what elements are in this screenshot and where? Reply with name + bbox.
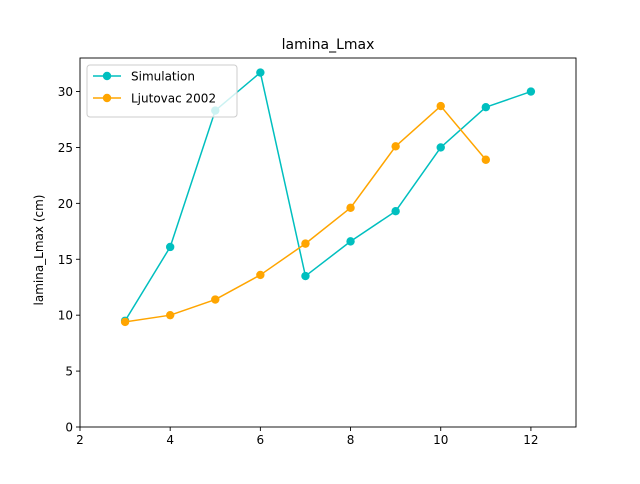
y-tick-label: 25 [58, 141, 73, 155]
data-point-series-2 [391, 142, 400, 151]
data-point-series-2 [165, 310, 175, 320]
y-tick-label: 5 [65, 365, 73, 379]
series-line-1 [124, 71, 532, 322]
data-point-series-2 [346, 203, 355, 213]
y-tick-label: 30 [58, 85, 73, 99]
axes-frame [79, 57, 577, 428]
x-tick-label: 12 [523, 433, 538, 447]
y-tick-label: 20 [58, 197, 73, 211]
data-point-series-1 [481, 103, 491, 112]
data-point-series-2 [436, 101, 445, 111]
x-tick-label: 8 [347, 433, 355, 447]
legend-label-2: Ljutovac 2002 [131, 92, 216, 106]
x-tick-label: 4 [166, 433, 174, 447]
data-point-series-1 [346, 237, 355, 246]
data-point-series-1 [165, 242, 175, 252]
data-point-series-2 [211, 295, 220, 304]
data-point-series-2 [481, 155, 491, 164]
data-point-series-1 [301, 271, 310, 281]
y-axis-label: lamina_Lmax (cm) [32, 195, 46, 306]
chart-title: lamina_Lmax [282, 37, 375, 53]
data-point-series-1 [526, 87, 536, 96]
data-point-series-1 [256, 68, 265, 77]
data-point-series-2 [120, 317, 130, 327]
data-point-series-1 [436, 143, 445, 152]
x-tick-label: 10 [433, 433, 448, 447]
legend-marker-1 [102, 71, 112, 81]
legend-label-1: Simulation [131, 70, 195, 84]
data-point-series-2 [301, 239, 310, 248]
y-tick-label: 10 [58, 309, 73, 323]
legend: Simulation Ljutovac 2002 [86, 64, 238, 118]
y-tick-label: 15 [58, 253, 73, 267]
x-tick-label: 6 [257, 433, 265, 447]
y-tick-label: 0 [65, 421, 73, 435]
plot-area: 2 4 6 8 10 12 0 5 10 15 20 25 30 [58, 57, 577, 447]
x-tick-label: 2 [76, 433, 84, 447]
legend-box [86, 64, 238, 118]
legend-marker-2 [102, 93, 112, 103]
data-point-series-2 [256, 270, 265, 280]
data-point-series-1 [391, 206, 400, 216]
